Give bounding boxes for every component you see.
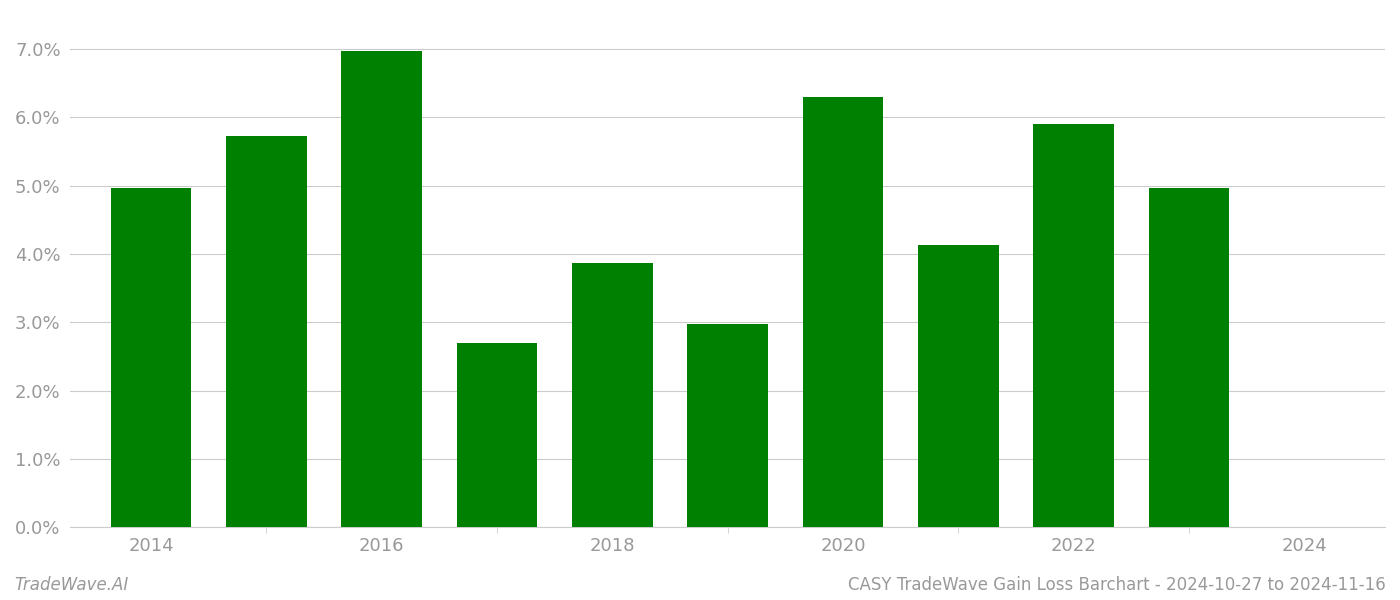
Bar (456, 343, 538, 527)
Bar (687, 324, 769, 527)
Text: CASY TradeWave Gain Loss Barchart - 2024-10-27 to 2024-11-16: CASY TradeWave Gain Loss Barchart - 2024… (848, 576, 1386, 594)
Bar (342, 51, 421, 527)
Bar (918, 245, 998, 527)
Bar (1148, 188, 1229, 527)
Bar (1033, 124, 1114, 527)
Bar (225, 136, 307, 527)
Bar (111, 188, 192, 527)
Bar (573, 263, 652, 527)
Text: TradeWave.AI: TradeWave.AI (14, 576, 129, 594)
Bar (802, 97, 883, 527)
